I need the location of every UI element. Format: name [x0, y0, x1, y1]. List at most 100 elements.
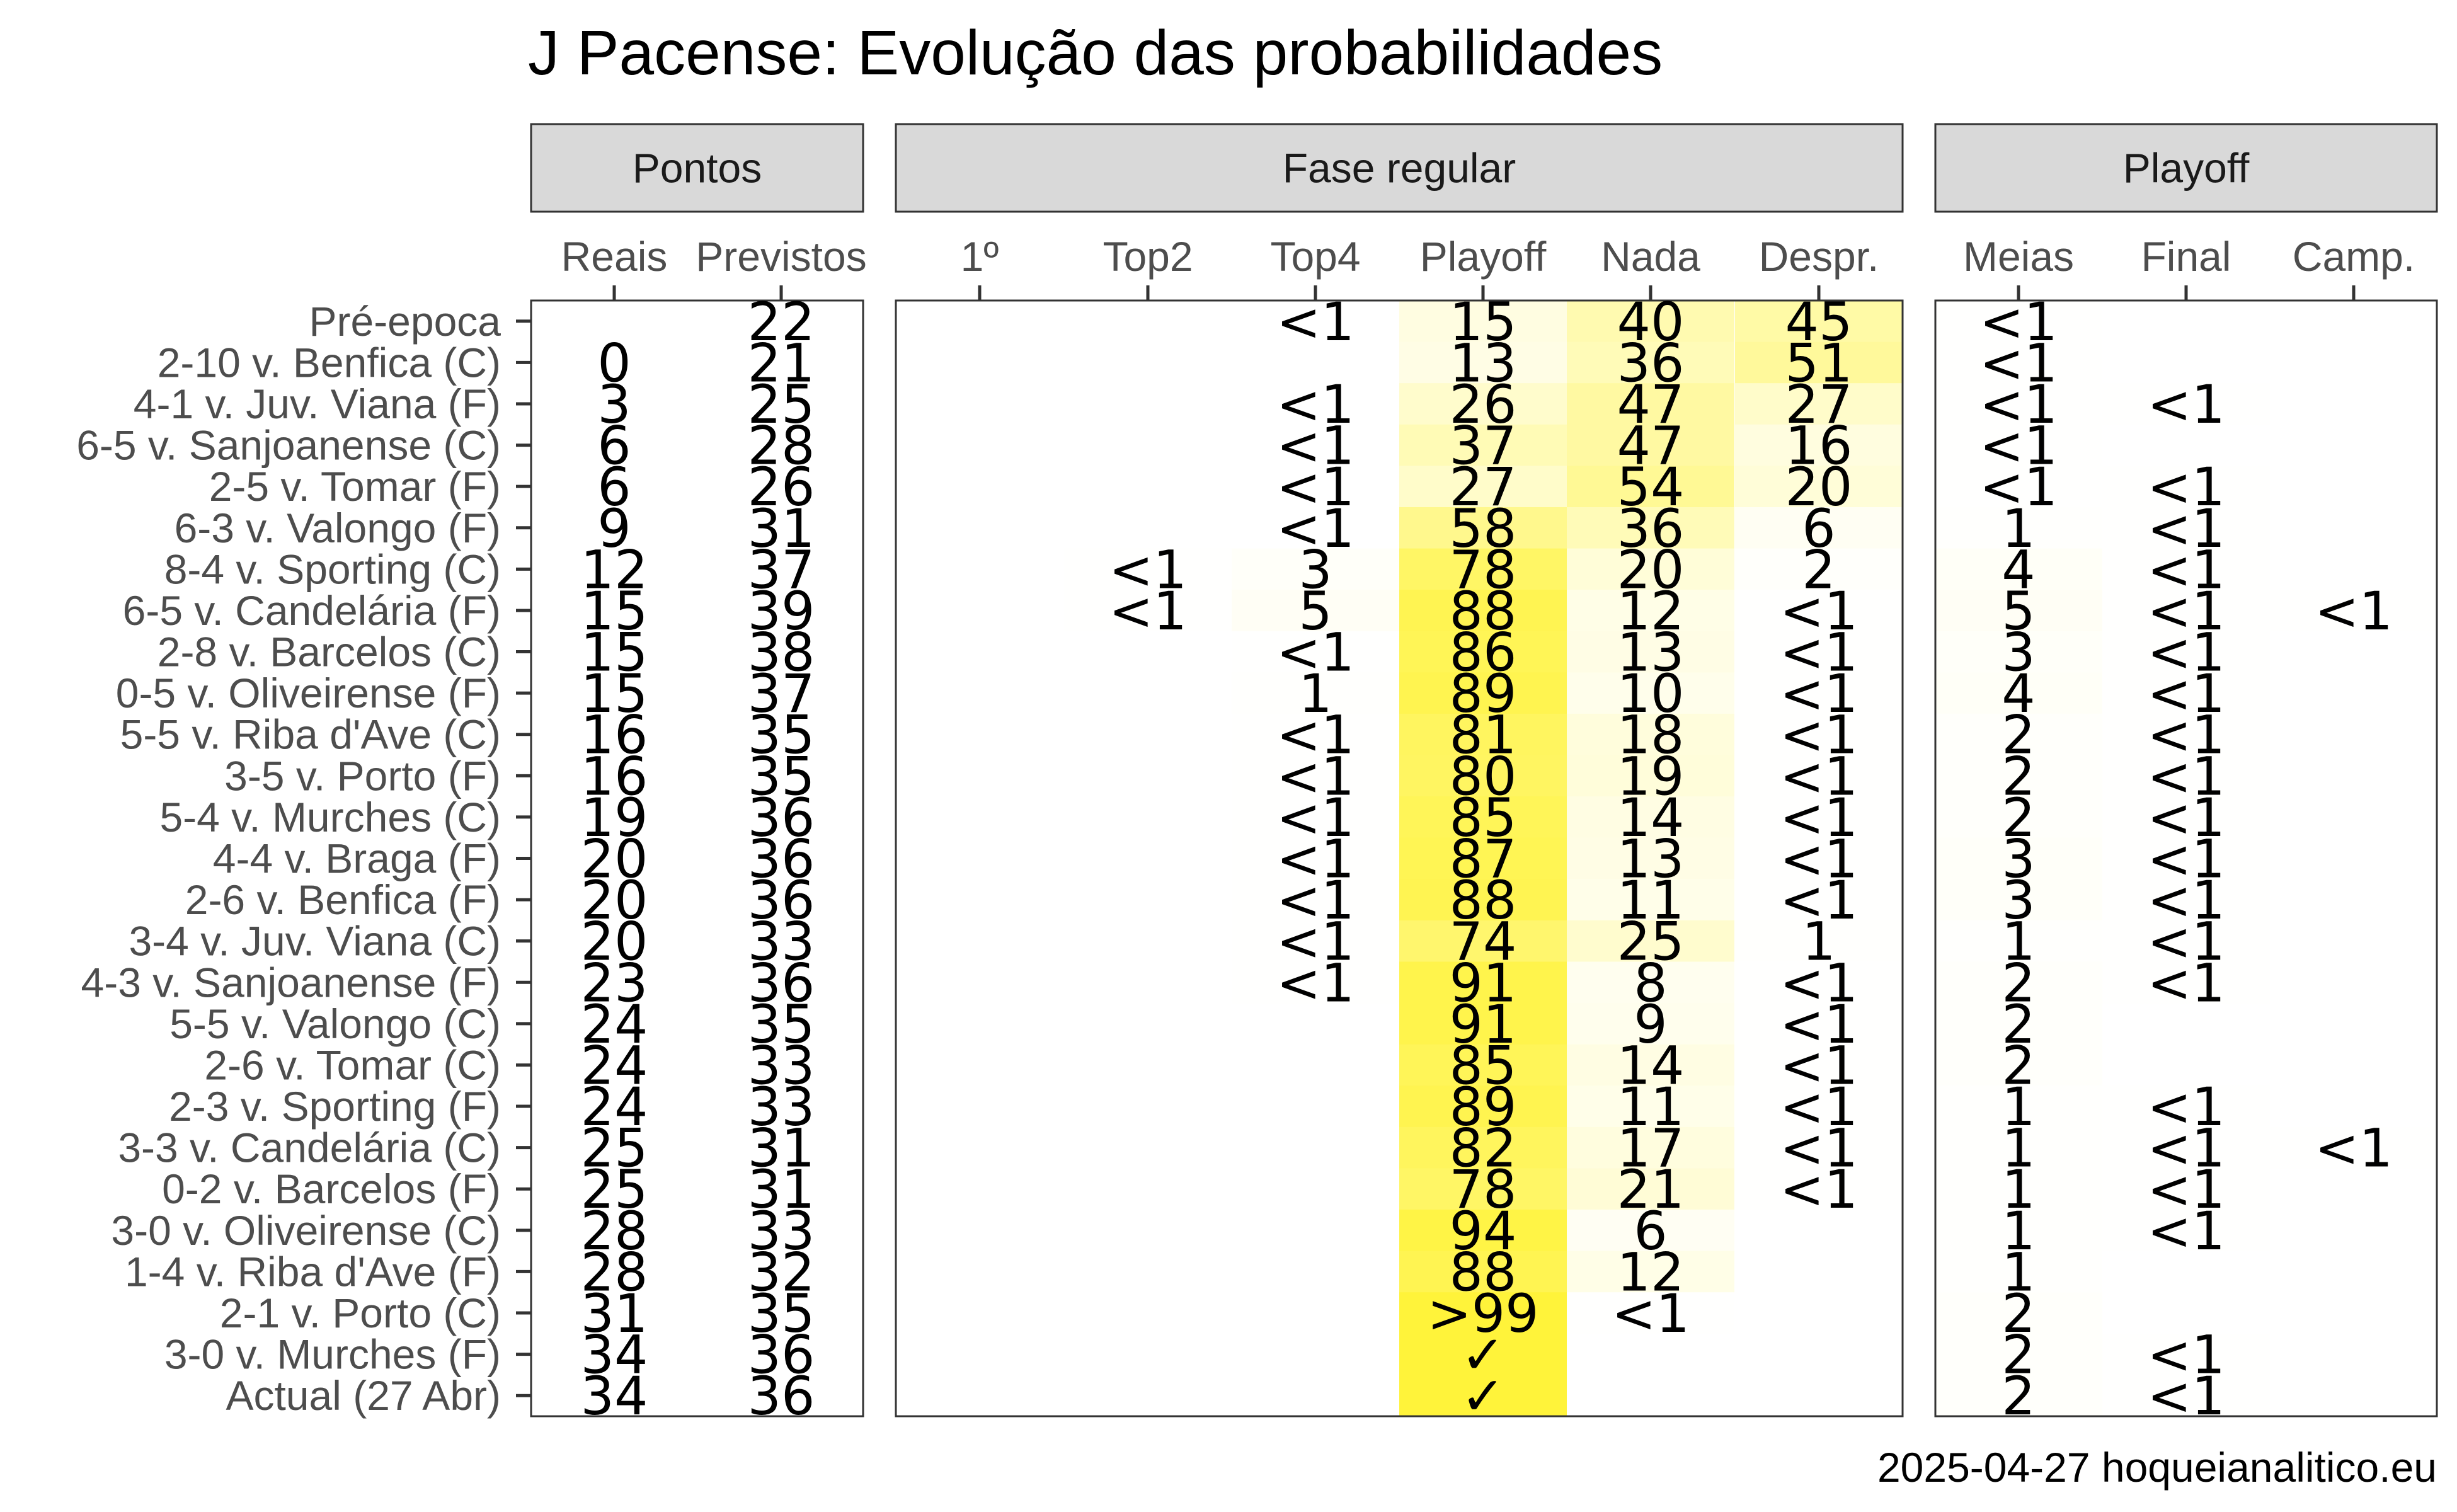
row-label: 8-4 v. Sporting (C)	[164, 546, 501, 592]
cell-value: 85	[1450, 787, 1517, 849]
cell-value: 8	[1634, 952, 1667, 1014]
row-label: 3-3 v. Candelária (C)	[118, 1125, 501, 1171]
cell-value: 9	[1634, 994, 1667, 1055]
row-label: 4-3 v. Sanjoanense (F)	[81, 959, 501, 1005]
heat-cell	[1064, 590, 1232, 632]
cell-value: 21	[1617, 1159, 1685, 1220]
cell-value: 16	[581, 745, 648, 807]
row-label: 2-1 v. Porto (C)	[220, 1290, 501, 1336]
cell-value: <1	[2147, 1118, 2225, 1179]
cell-value: 2	[2002, 952, 2035, 1014]
cell-value: 19	[1617, 745, 1685, 807]
heat-cell	[1735, 301, 1903, 343]
cell-value: 12	[1617, 1241, 1685, 1303]
cell-value: 1	[2002, 498, 2035, 559]
cell-value: 28	[748, 415, 815, 477]
heat-cell	[1399, 920, 1567, 962]
heat-cell	[1399, 672, 1567, 714]
heat-cell	[2102, 590, 2270, 632]
cell-value: <1	[2147, 828, 2225, 890]
cell-value: 31	[581, 1283, 648, 1344]
row-label: 2-10 v. Benfica (C)	[158, 339, 501, 386]
cell-value: <1	[1276, 291, 1354, 353]
cell-value: 38	[748, 622, 815, 684]
cell-value: <1	[1276, 911, 1354, 973]
heat-cell	[1567, 1168, 1734, 1210]
cell-value: 24	[581, 1076, 648, 1138]
cell-value: 94	[1450, 1200, 1517, 1262]
cell-value: <1	[1780, 580, 1858, 642]
cell-value: 91	[1450, 994, 1517, 1055]
cell-value: 33	[748, 911, 815, 973]
cell-value: <1	[2147, 869, 2225, 931]
panel-strip-label: Pontos	[633, 145, 762, 192]
heat-cell	[1567, 672, 1734, 714]
column-label: Camp.	[2293, 233, 2415, 280]
cell-value: <1	[1276, 704, 1354, 766]
heat-cell	[1735, 755, 1903, 797]
cell-value: <1	[2147, 1076, 2225, 1138]
cell-value: 36	[748, 787, 815, 849]
heat-cell	[1232, 713, 1399, 756]
panel-strip-label: Playoff	[2123, 145, 2250, 192]
heat-cell	[2102, 1085, 2270, 1128]
cell-value: 54	[1617, 456, 1685, 518]
heat-cell	[1399, 590, 1567, 632]
heat-cell	[1399, 1085, 1567, 1128]
cell-fill-layer	[1064, 301, 2437, 1417]
panel-strip	[1934, 123, 2438, 213]
heat-cell	[2270, 1126, 2437, 1169]
heat-cell	[2102, 672, 2270, 714]
cell-value: <1	[2147, 745, 2225, 807]
heat-cell	[1735, 590, 1903, 632]
cell-value: <1	[2147, 622, 2225, 684]
cell-value: 22	[748, 291, 815, 353]
heat-cell	[1735, 879, 1903, 921]
cell-value: 6	[1634, 1200, 1667, 1262]
cell-value: <1	[1979, 415, 2058, 477]
cell-value: <1	[1780, 663, 1858, 724]
cell-value: 6	[597, 415, 631, 477]
heat-cell	[1232, 961, 1399, 1004]
cell-value: 74	[1450, 911, 1517, 973]
heat-cell	[1567, 1292, 1734, 1334]
heat-cell	[2102, 466, 2270, 508]
cell-value: <1	[2147, 374, 2225, 435]
cell-value: 88	[1450, 869, 1517, 931]
heat-cell	[1567, 466, 1734, 508]
cell-value: 15	[1450, 291, 1517, 353]
cell-value: 1	[2002, 1118, 2035, 1179]
heat-cell	[1399, 507, 1567, 549]
cell-value: 85	[1450, 1034, 1517, 1096]
cell-value: <1	[2147, 498, 2225, 559]
heat-cell	[1935, 796, 2102, 839]
heat-cell	[2102, 796, 2270, 839]
heat-cell	[2102, 1126, 2270, 1169]
cell-value: 16	[581, 704, 648, 766]
cell-value: 81	[1450, 704, 1517, 766]
cell-value: 20	[1785, 456, 1853, 518]
cell-value: 3	[597, 374, 631, 435]
cell-value: <1	[1780, 787, 1858, 849]
cell-value: 13	[1617, 622, 1685, 684]
column-label: Top2	[1102, 233, 1193, 280]
cell-value: 26	[748, 456, 815, 518]
heat-cell	[2102, 631, 2270, 673]
cell-value: <1	[1979, 291, 2058, 353]
cell-value: 2	[2002, 745, 2035, 807]
cell-value: 37	[748, 539, 815, 600]
heat-cell	[1935, 1126, 2102, 1169]
row-label: 2-8 v. Barcelos (C)	[158, 629, 501, 675]
heat-cell	[2102, 383, 2270, 425]
heat-cell	[1232, 837, 1399, 879]
cell-value: 45	[1785, 291, 1853, 353]
cell-value: 2	[2002, 1324, 2035, 1386]
heat-cell	[1735, 341, 1903, 384]
cell-value: <1	[1276, 869, 1354, 931]
cell-value: <1	[1276, 498, 1354, 559]
cell-value: ✓	[1461, 1365, 1505, 1427]
cell-value: 27	[1450, 456, 1517, 518]
cell-value: 2	[2002, 704, 2035, 766]
cell-value: 2	[2002, 994, 2035, 1055]
row-label: 5-5 v. Valongo (C)	[169, 1000, 501, 1047]
